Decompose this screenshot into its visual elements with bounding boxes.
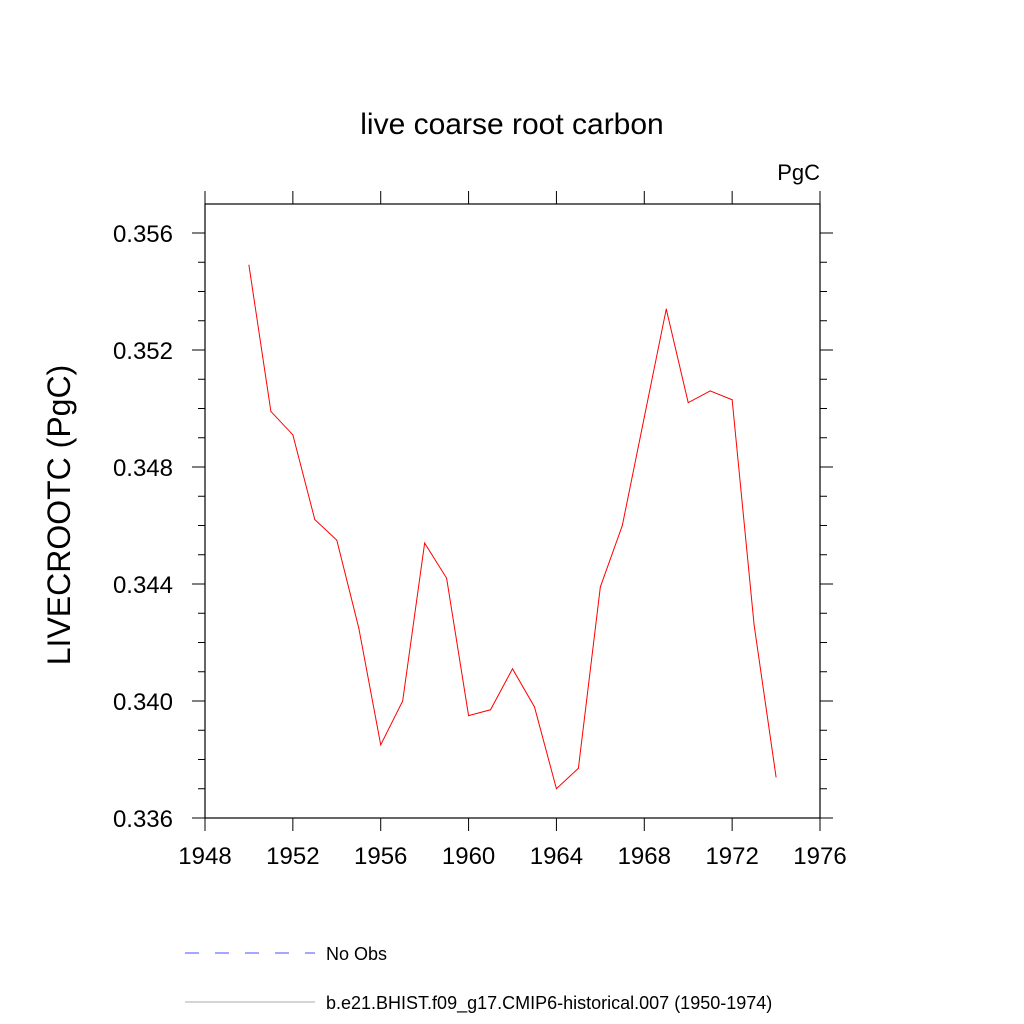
data-point (402, 700, 404, 702)
y-tick-label: 0.344 (113, 572, 173, 599)
data-point (336, 539, 338, 541)
chart-title: live coarse root carbon (360, 108, 664, 141)
y-tick-label: 0.336 (113, 806, 173, 833)
data-point (577, 767, 579, 769)
y-tick-label: 0.356 (113, 221, 173, 248)
legend-label: No Obs (326, 944, 387, 964)
plot-frame (204, 203, 821, 819)
series-line (248, 265, 777, 790)
data-point (709, 390, 711, 392)
data-point (555, 788, 557, 790)
x-tick-label: 1976 (793, 843, 846, 870)
x-tick-label: 1960 (442, 843, 495, 870)
data-point (468, 715, 470, 717)
y-tick-label: 0.340 (113, 689, 173, 716)
x-tick-label: 1952 (266, 843, 319, 870)
data-point (446, 577, 448, 579)
data-point (248, 264, 250, 266)
data-point (358, 627, 360, 629)
legend-label: b.e21.BHIST.f09_g17.CMIP6-historical.007… (326, 993, 772, 1014)
data-point (665, 308, 667, 310)
data-point (270, 410, 272, 412)
x-tick-label: 1956 (354, 843, 407, 870)
x-tick-label: 1948 (178, 843, 231, 870)
data-point (533, 706, 535, 708)
data-point (490, 709, 492, 711)
y-tick-label: 0.348 (113, 455, 173, 482)
x-tick-label: 1968 (618, 843, 671, 870)
x-tick-label: 1972 (705, 843, 758, 870)
x-tick-label: 1964 (530, 843, 583, 870)
data-point (643, 416, 645, 418)
data-point (512, 668, 513, 670)
data-point (424, 542, 426, 544)
data-point (621, 525, 623, 526)
data-point (687, 402, 689, 404)
data-point (292, 434, 294, 436)
data-point (380, 744, 382, 746)
data-point (599, 586, 601, 588)
data-point (314, 519, 316, 521)
data-point (731, 399, 733, 401)
units-label: PgC (777, 160, 820, 185)
data-point (775, 776, 777, 778)
y-axis-label: LIVECROOTC (PgC) (41, 365, 77, 665)
data-point (753, 624, 755, 626)
y-tick-label: 0.352 (113, 338, 173, 365)
